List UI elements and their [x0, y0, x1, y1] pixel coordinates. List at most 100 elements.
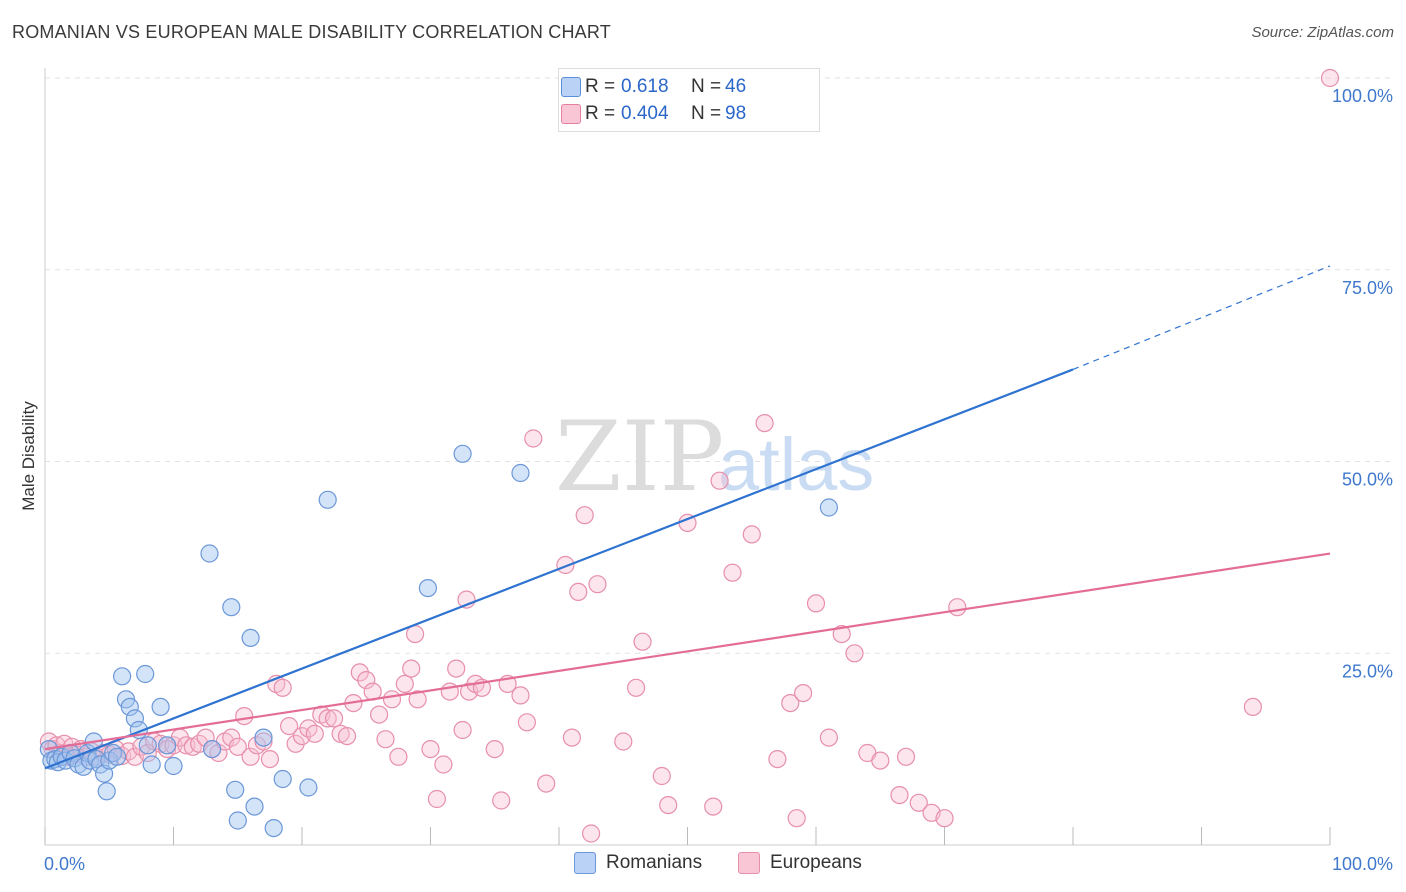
trendline-romanians [44, 368, 1074, 770]
y-tick-label: 100.0% [1332, 86, 1393, 106]
point-romanian [125, 709, 144, 728]
chart-title: ROMANIAN VS EUROPEAN MALE DISABILITY COR… [12, 22, 611, 42]
point-european [819, 728, 839, 747]
y-tick-label: 75.0% [1342, 278, 1393, 298]
trendline-europeans [44, 552, 1331, 751]
point-european [755, 414, 774, 433]
point-romanian [112, 667, 132, 686]
point-european [305, 724, 324, 743]
point-european [845, 644, 864, 663]
point-european [723, 563, 742, 582]
point-romanian [453, 444, 472, 463]
point-european [511, 686, 530, 705]
x-tick-label: 100.0% [1332, 854, 1393, 874]
point-european [376, 730, 395, 749]
point-european [562, 728, 582, 747]
point-romanian [245, 797, 264, 816]
point-european [408, 690, 427, 709]
point-romanian [273, 769, 292, 789]
legend-swatch-romanians [574, 852, 596, 874]
point-romanian [136, 664, 155, 684]
point-european [890, 785, 909, 805]
point-romanian [264, 818, 283, 838]
point-european [382, 690, 402, 709]
legend-r-label: R = [585, 103, 616, 124]
point-european [524, 429, 543, 448]
point-european [871, 751, 890, 770]
point-european [517, 713, 537, 732]
point-european [357, 670, 376, 690]
point-romanian [97, 782, 116, 801]
point-romanian [120, 697, 139, 717]
y-axis-title: Male Disability [19, 401, 38, 511]
point-european [254, 732, 273, 751]
legend-swatch-romanians [561, 77, 581, 97]
point-european [273, 678, 292, 697]
point-european [421, 739, 440, 759]
point-european [395, 674, 414, 694]
point-european [138, 743, 157, 763]
point-european [704, 797, 723, 816]
legend-n-value: 98 [725, 103, 747, 124]
point-romanian [80, 751, 100, 770]
point-romanian [228, 811, 247, 830]
legend-r-label: R = [585, 76, 616, 97]
point-european [787, 809, 806, 828]
point-european [575, 506, 594, 525]
tick-labels: 25.0% 50.0% 75.0% 100.0% 0.0% 100.0% [44, 86, 1393, 874]
point-european [434, 755, 453, 774]
axes: Male Disability [19, 68, 1331, 846]
point-european [280, 716, 299, 736]
legend-n-label: N = [691, 103, 722, 124]
legend-r-value: 0.404 [621, 103, 669, 124]
point-european [896, 747, 916, 766]
point-european [909, 793, 928, 812]
point-romanian [222, 598, 241, 617]
point-european [228, 737, 247, 756]
point-european [614, 732, 633, 751]
point-european [768, 749, 787, 769]
legend-item-europeans[interactable]: Europeans [738, 852, 862, 874]
point-european [781, 693, 800, 713]
point-romanian [203, 739, 222, 759]
point-european [806, 594, 826, 613]
point-european [537, 774, 556, 793]
legend-n-label: N = [691, 76, 722, 97]
point-european [556, 555, 575, 575]
legend-swatch-europeans [738, 852, 760, 874]
point-european [241, 747, 260, 766]
point-romanian [226, 780, 245, 799]
point-european [659, 795, 678, 815]
legend-label-romanians: Romanians [606, 852, 703, 873]
point-romanian [151, 697, 170, 717]
point-european [453, 720, 472, 740]
legend-row-romanians: R = 0.618 N = 46 [561, 74, 746, 100]
point-european [389, 747, 408, 766]
watermark-zip: ZIP [555, 401, 724, 513]
point-european [626, 678, 646, 697]
point-romanian [200, 544, 219, 563]
point-romanian [511, 463, 530, 483]
point-european [260, 749, 279, 769]
series-legend: Romanians Europeans [0, 852, 1406, 878]
point-european [742, 525, 761, 544]
point-european [318, 709, 337, 728]
legend-item-romanians[interactable]: Romanians [574, 852, 702, 874]
gridlines [45, 77, 1395, 654]
point-romanian [254, 728, 273, 747]
point-romanian [299, 778, 318, 797]
y-tick-label: 50.0% [1342, 470, 1393, 490]
point-romanian [107, 747, 127, 766]
legend-swatch-europeans [561, 104, 581, 124]
point-european [710, 471, 729, 490]
point-european [1320, 68, 1340, 88]
series-romanians [39, 444, 839, 838]
point-european [935, 809, 954, 828]
point-european [832, 624, 851, 644]
point-romanian [138, 736, 157, 755]
point-european [1243, 697, 1263, 717]
source-label: Source: ZipAtlas.com [1251, 24, 1394, 41]
point-romanian [241, 628, 260, 648]
point-european [652, 766, 671, 786]
